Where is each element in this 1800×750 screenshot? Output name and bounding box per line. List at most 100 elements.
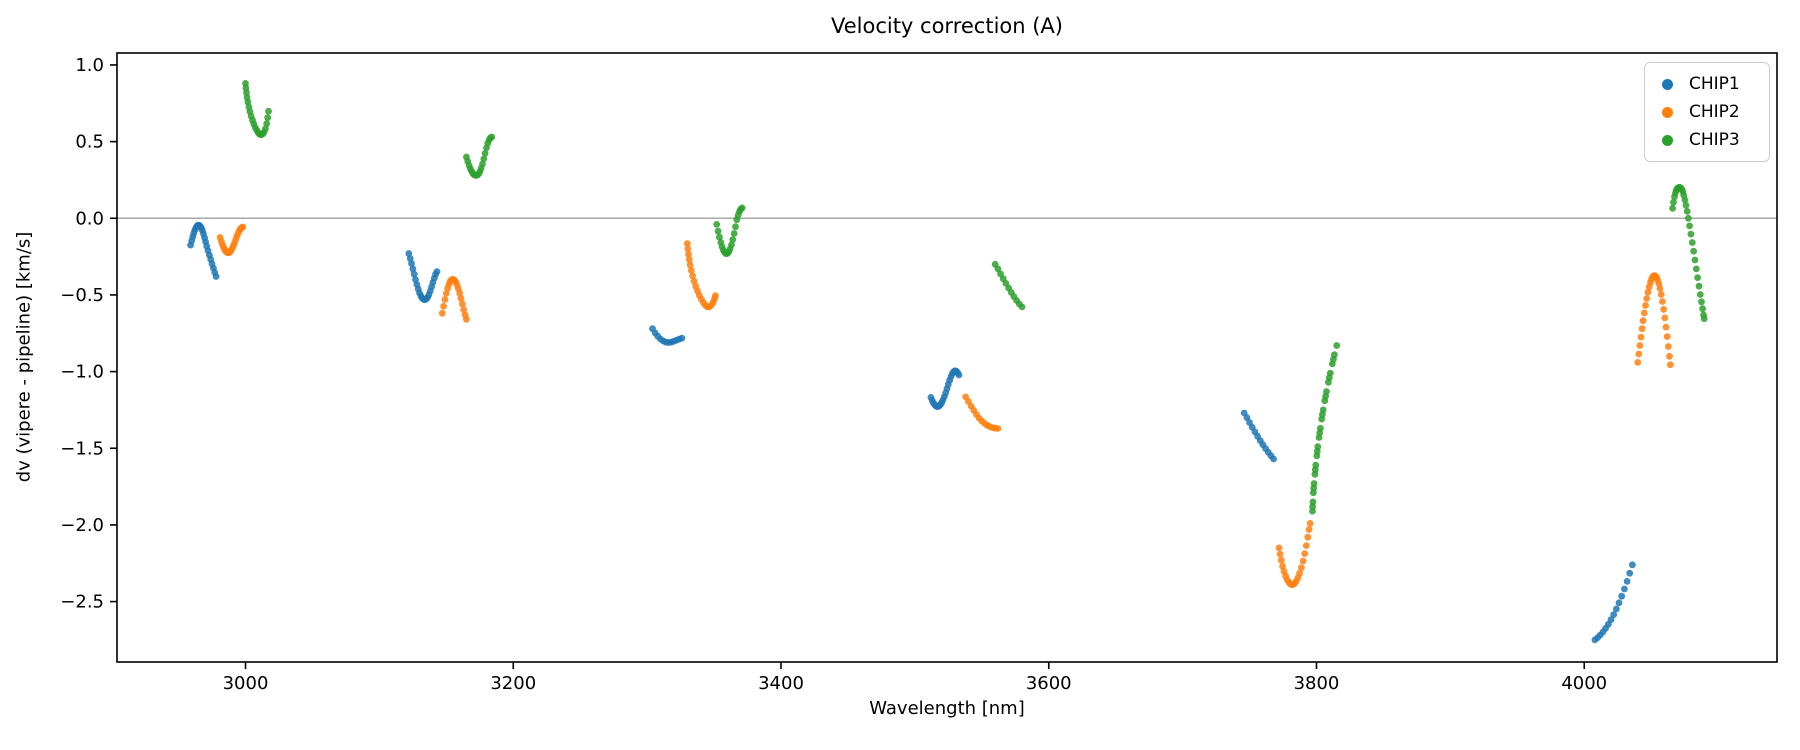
- scatter-point: [1298, 564, 1305, 571]
- scatter-point: [1270, 455, 1277, 463]
- scatter-point: [689, 272, 696, 280]
- scatter-point: [1018, 303, 1026, 311]
- scatter-point: [1607, 616, 1615, 624]
- x-axis-label: Wavelength [nm]: [869, 698, 1025, 719]
- scatter-point: [732, 223, 739, 231]
- scatter-point: [1623, 578, 1631, 585]
- scatter-point: [480, 155, 488, 163]
- scatter-point: [433, 268, 441, 275]
- scatter-point: [955, 371, 963, 379]
- scatter-point: [1662, 323, 1670, 331]
- scatter-cluster-chip2-3: [962, 393, 1002, 432]
- scatter-point: [1277, 556, 1285, 564]
- legend-label: CHIP3: [1689, 130, 1740, 150]
- scatter-cluster-chip3-3: [991, 260, 1026, 311]
- scatter-point: [1683, 208, 1691, 215]
- scatter-point: [1626, 569, 1634, 577]
- scatter-cluster-chip1-3: [927, 367, 963, 410]
- scatter-point: [683, 240, 691, 248]
- scatter-point: [687, 267, 695, 274]
- scatter-point: [1629, 561, 1636, 569]
- scatter-point: [1696, 291, 1704, 298]
- y-axis-label: dv (vipere - pipeline) [km/s]: [13, 231, 35, 483]
- scatter-point: [1670, 198, 1677, 206]
- scatter-cluster-chip1-1: [405, 250, 441, 304]
- scatter-point: [1279, 562, 1286, 570]
- scatter-cluster-chip2-4: [1275, 520, 1314, 589]
- scatter-point: [728, 241, 735, 249]
- chart-title: Velocity correction (A): [830, 14, 1063, 38]
- scatter-cluster-chip3-2: [713, 204, 746, 258]
- scatter-point: [686, 261, 694, 269]
- scatter-point: [1621, 585, 1628, 593]
- scatter-point: [1667, 361, 1674, 369]
- legend-marker-icon: [1662, 106, 1673, 118]
- legend-item-chip3: CHIP3: [1655, 126, 1759, 154]
- scatter-point: [1695, 282, 1703, 290]
- scatter-point: [1637, 333, 1645, 341]
- scatter-point: [1304, 533, 1312, 541]
- scatter-point: [1687, 230, 1695, 238]
- y-tick-label: 0.5: [75, 132, 104, 153]
- scatter-point: [1314, 443, 1322, 451]
- scatter-cluster-chip1-4: [1240, 409, 1277, 463]
- scatter-point: [410, 270, 418, 278]
- scatter-point: [409, 265, 417, 273]
- legend: CHIP1 CHIP2 CHIP3: [1644, 62, 1770, 162]
- y-tick-label: 1.0: [75, 55, 104, 76]
- scatter-point: [1610, 611, 1618, 618]
- scatter-point: [1682, 201, 1690, 209]
- scatter-point: [1700, 315, 1708, 323]
- scatter-point: [1659, 298, 1666, 305]
- scatter-point: [1296, 569, 1303, 577]
- scatter-point: [1665, 343, 1672, 350]
- scatter-point: [1690, 247, 1697, 255]
- scatter-point: [457, 295, 465, 302]
- x-tick-label: 4000: [1561, 673, 1607, 694]
- scatter-point: [463, 315, 470, 323]
- scatter-point: [460, 306, 468, 314]
- scatter-point: [1312, 461, 1320, 469]
- scatter-point: [1636, 342, 1644, 349]
- scatter-point: [479, 160, 486, 168]
- scatter-point: [1319, 406, 1327, 414]
- scatter-point: [1309, 498, 1317, 506]
- y-tick-label: −1.0: [60, 362, 104, 383]
- scatter-cluster-chip1-2: [649, 325, 686, 346]
- scatter-point: [738, 204, 746, 212]
- scatter-point: [408, 260, 415, 267]
- scatter-point: [1686, 222, 1693, 230]
- scatter-point: [1305, 526, 1313, 533]
- scatter-point: [1306, 520, 1314, 527]
- scatter-point: [1333, 342, 1341, 349]
- scatter-point: [438, 309, 446, 317]
- scatter-point: [729, 236, 737, 244]
- legend-item-chip1: CHIP1: [1655, 70, 1759, 98]
- scatter-point: [1331, 351, 1338, 359]
- scatter-point: [730, 230, 738, 237]
- scatter-point: [1323, 388, 1330, 395]
- scatter-point: [1275, 544, 1283, 552]
- scatter-cluster-chip2-1: [438, 275, 470, 323]
- scatter-point: [1699, 305, 1706, 313]
- y-tick-label: −1.5: [60, 438, 104, 459]
- legend-marker-icon: [1662, 78, 1673, 90]
- x-tick-label: 3200: [490, 673, 536, 694]
- scatter-point: [685, 256, 693, 264]
- x-tick-label: 3000: [223, 673, 269, 694]
- scatter-point: [1302, 542, 1310, 549]
- axes-spines: [116, 52, 1778, 663]
- scatter-point: [1618, 592, 1626, 600]
- scatter-point: [265, 107, 272, 115]
- scatter-point: [442, 290, 450, 297]
- scatter-cluster-chip1-5: [1591, 561, 1636, 644]
- scatter-point: [239, 223, 247, 231]
- scatter-point: [1692, 265, 1700, 273]
- scatter-point: [1317, 424, 1324, 432]
- scatter-point: [459, 300, 466, 308]
- scatter-point: [1310, 480, 1318, 487]
- scatter-point: [488, 133, 496, 141]
- scatter-point: [1276, 550, 1284, 558]
